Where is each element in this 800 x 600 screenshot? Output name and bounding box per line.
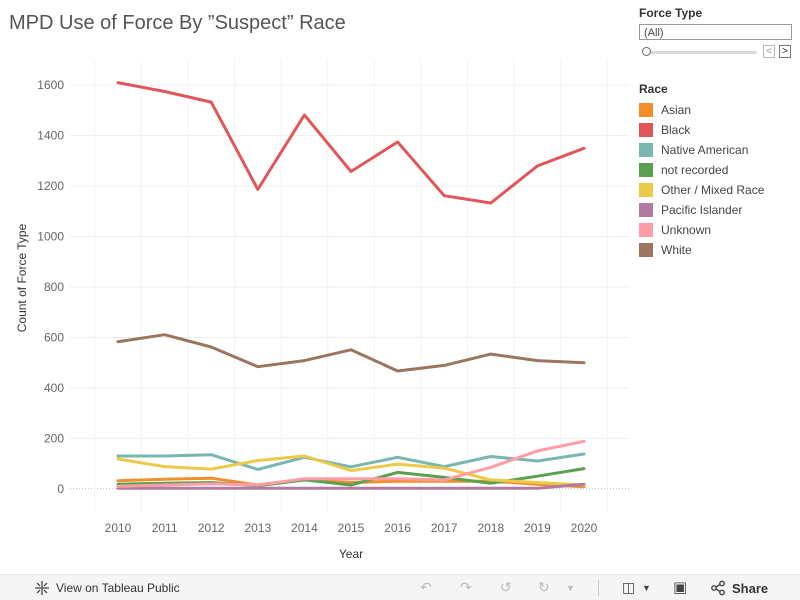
- legend-item[interactable]: White: [639, 240, 794, 260]
- legend-title: Race: [639, 82, 668, 96]
- slider-thumb[interactable]: [642, 47, 651, 56]
- legend-label: Native American: [661, 143, 749, 157]
- revert-icon[interactable]: ↺: [500, 579, 512, 595]
- x-axis: 2010 2011 2012 2013 2014 2015 2016 2017 2018 2019…: [105, 521, 598, 535]
- legend-swatch: [639, 103, 653, 117]
- view-on-tableau-link[interactable]: View on Tableau Public: [34, 580, 180, 596]
- y-tick-label: 400: [44, 381, 64, 395]
- filter-title: Force Type: [639, 6, 703, 20]
- undo-icon[interactable]: ↶: [420, 579, 432, 595]
- legend-label: Unknown: [661, 223, 712, 237]
- toolbar-divider: [598, 580, 599, 596]
- x-axis-title: Year: [339, 547, 363, 561]
- x-tick-label: 2012: [198, 521, 225, 535]
- series-line-other-mixed-race[interactable]: [116, 454, 586, 487]
- legend-swatch: [639, 223, 653, 237]
- series-lines: [116, 81, 586, 490]
- x-tick-label: 2010: [105, 521, 132, 535]
- legend-swatch: [639, 183, 653, 197]
- tableau-logo-icon: [35, 581, 49, 595]
- force-type-dropdown[interactable]: (All): [639, 24, 792, 40]
- legend-item[interactable]: Pacific Islander: [639, 200, 794, 220]
- y-tick-label: 1000: [37, 230, 64, 244]
- x-tick-label: 2016: [384, 521, 411, 535]
- view-on-tableau-label: View on Tableau Public: [56, 581, 180, 595]
- fullscreen-icon[interactable]: ▣: [673, 579, 688, 596]
- legend-swatch: [639, 203, 653, 217]
- legend-label: Asian: [661, 103, 692, 117]
- slider-track[interactable]: [645, 51, 757, 54]
- x-tick-label: 2017: [431, 521, 458, 535]
- legend-item[interactable]: Native American: [639, 140, 794, 160]
- legend-item[interactable]: Other / Mixed Race: [639, 180, 794, 200]
- download-dropdown-icon[interactable]: ▼: [642, 583, 651, 593]
- x-tick-label: 2015: [338, 521, 365, 535]
- y-axis: 0 200 400 600 800 1000 1200 1400 1600: [37, 78, 64, 496]
- series-line-black[interactable]: [116, 81, 586, 205]
- legend-label: Black: [661, 123, 691, 137]
- pause-dropdown-icon[interactable]: ▼: [566, 583, 575, 593]
- share-icon: [711, 580, 725, 596]
- legend-swatch: [639, 123, 653, 137]
- x-tick-label: 2013: [244, 521, 271, 535]
- legend-swatch: [639, 243, 653, 257]
- chart-title: MPD Use of Force By ”Suspect” Race: [9, 12, 346, 34]
- filter-slider: < >: [639, 43, 794, 61]
- x-tick-label: 2020: [571, 521, 598, 535]
- tableau-toolbar: View on Tableau Public ↶ ↷ ↺ ↻ ▼ ◫ ▼ ▣ S…: [0, 574, 800, 600]
- share-label: Share: [732, 580, 769, 596]
- legend-label: not recorded: [661, 163, 729, 177]
- series-line-pacific-islander[interactable]: [116, 482, 586, 490]
- series-line-white[interactable]: [116, 333, 586, 373]
- x-tick-label: 2019: [524, 521, 551, 535]
- y-tick-label: 1400: [37, 129, 64, 143]
- legend-label: Pacific Islander: [661, 203, 743, 217]
- y-tick-label: 200: [44, 431, 64, 445]
- y-tick-label: 1600: [37, 78, 64, 92]
- x-tick-label: 2018: [477, 521, 504, 535]
- legend-swatch: [639, 143, 653, 157]
- legend-item[interactable]: Black: [639, 120, 794, 140]
- x-tick-label: 2014: [291, 521, 318, 535]
- legend-item[interactable]: not recorded: [639, 160, 794, 180]
- share-button[interactable]: Share: [710, 580, 768, 596]
- legend-item[interactable]: Unknown: [639, 220, 794, 240]
- legend-item[interactable]: Asian: [639, 100, 794, 120]
- grid: [70, 60, 630, 514]
- series-line-native-american[interactable]: [116, 452, 586, 471]
- refresh-icon[interactable]: ↻: [538, 579, 550, 595]
- x-tick-label: 2011: [152, 521, 178, 535]
- y-tick-label: 800: [44, 280, 64, 294]
- previous-value-button[interactable]: <: [763, 45, 775, 58]
- next-value-button[interactable]: >: [779, 45, 791, 58]
- download-icon[interactable]: ◫: [622, 579, 636, 595]
- legend-swatch: [639, 163, 653, 177]
- series-line-unknown[interactable]: [116, 439, 586, 488]
- force-type-filter: Force Type (All) < >: [639, 6, 794, 61]
- legend-label: Other / Mixed Race: [661, 183, 765, 197]
- y-tick-label: 600: [44, 330, 64, 344]
- redo-icon[interactable]: ↷: [460, 579, 472, 595]
- y-axis-title: Count of Force Type: [15, 223, 29, 332]
- race-legend: Race Asian Black Native American not record…: [639, 82, 794, 260]
- y-tick-label: 0: [57, 482, 64, 496]
- legend-label: White: [661, 243, 692, 257]
- y-tick-label: 1200: [37, 179, 64, 193]
- legend-items: Asian Black Native American not recorded Oth…: [639, 100, 794, 260]
